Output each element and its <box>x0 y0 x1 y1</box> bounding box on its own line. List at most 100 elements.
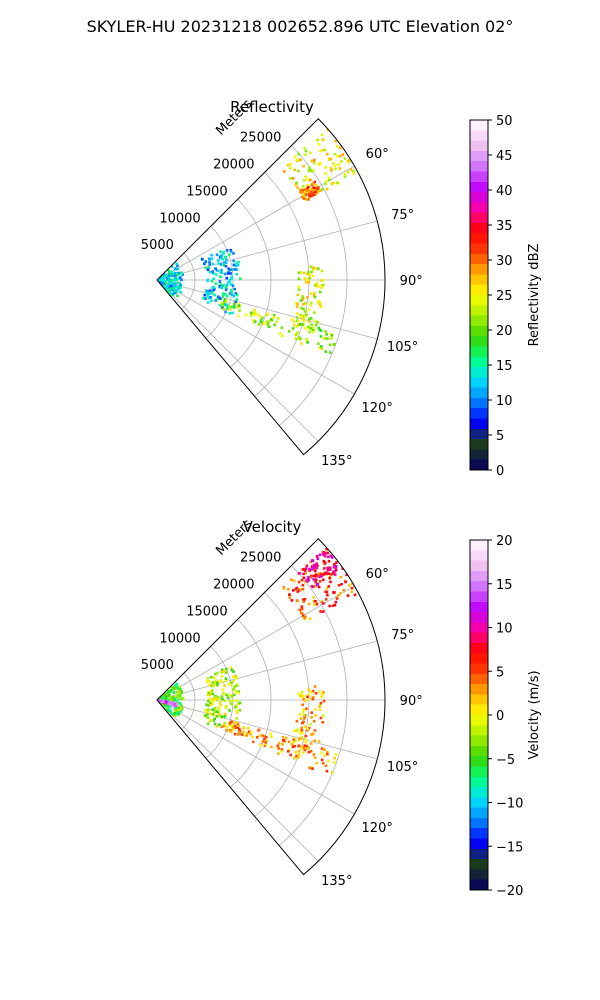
reflectivity-data-cell <box>168 276 171 280</box>
reflectivity-data-cell <box>225 258 228 261</box>
reflectivity-data-cell <box>201 257 204 261</box>
velocity-colorbar-tick-label: 10 <box>496 622 513 637</box>
reflectivity-data-cell <box>232 263 236 267</box>
reflectivity-colorbar-tick-label: 5 <box>496 429 504 444</box>
velocity-data-cell <box>301 721 304 725</box>
velocity-data-cell <box>321 610 325 613</box>
reflectivity-data-cell <box>179 276 182 279</box>
velocity-data-cell <box>171 687 175 691</box>
reflectivity-data-cell <box>235 272 238 276</box>
reflectivity-data-cell <box>250 311 253 315</box>
velocity-data-cell <box>315 583 319 587</box>
reflectivity-data-cell <box>206 268 210 272</box>
velocity-data-cell <box>264 743 268 746</box>
reflectivity-azimuth-gridline <box>156 279 378 340</box>
reflectivity-data-cell <box>266 319 270 323</box>
reflectivity-data-cell <box>289 177 292 180</box>
velocity-data-cell <box>314 563 317 567</box>
velocity-range-tick-label: 10000 <box>159 631 200 646</box>
reflectivity-data-cell <box>303 147 306 150</box>
reflectivity-data-cell <box>324 337 327 340</box>
reflectivity-data-cell <box>261 321 264 324</box>
velocity-data-cell <box>161 694 165 698</box>
velocity-data-cell <box>323 561 327 564</box>
reflectivity-data-cell <box>316 188 319 191</box>
reflectivity-data-cell <box>171 282 175 286</box>
velocity-data-cell <box>334 565 338 568</box>
reflectivity-data-cell <box>316 320 319 324</box>
reflectivity-data-cell <box>280 326 284 330</box>
velocity-data-cell <box>173 686 177 690</box>
velocity-data-cell <box>322 699 326 703</box>
velocity-data-cell <box>304 725 307 728</box>
velocity-data-cell <box>173 695 176 699</box>
velocity-data-cell <box>174 702 178 706</box>
velocity-data-cell <box>242 730 245 734</box>
reflectivity-data-cell <box>207 257 211 260</box>
reflectivity-data-cell <box>216 269 219 272</box>
velocity-data-cell <box>214 714 217 718</box>
velocity-data-cell <box>224 712 227 716</box>
velocity-azimuth-tick-label: 135° <box>321 874 352 889</box>
velocity-data-cell <box>277 752 280 755</box>
reflectivity-data-cell <box>228 307 231 310</box>
reflectivity-data-cell <box>309 178 312 182</box>
velocity-data-cell <box>215 697 218 700</box>
reflectivity-data-cell <box>305 338 308 341</box>
velocity-data-cell <box>301 568 305 571</box>
reflectivity-data-cell <box>160 275 164 278</box>
reflectivity-data-cell <box>226 307 230 310</box>
reflectivity-data-cell <box>320 347 324 351</box>
reflectivity-data-cell <box>218 297 222 300</box>
reflectivity-data-cell <box>289 162 292 166</box>
velocity-data-cell <box>215 681 219 684</box>
velocity-data-cell <box>312 574 316 578</box>
reflectivity-data-cell <box>309 151 312 155</box>
velocity-data-cell <box>319 610 322 613</box>
reflectivity-data-cell <box>204 297 207 300</box>
reflectivity-data-cell <box>230 275 234 279</box>
reflectivity-data-cell <box>310 190 313 193</box>
reflectivity-range-tick-label: 25000 <box>240 131 281 146</box>
velocity-colorbar-tick-label: 0 <box>496 709 504 724</box>
velocity-data-cell <box>312 600 316 603</box>
reflectivity-data-cell <box>348 158 351 162</box>
reflectivity-azimuth-tick-label: 120° <box>362 401 393 416</box>
velocity-data-cell <box>309 575 312 579</box>
velocity-data-cell <box>159 699 162 703</box>
reflectivity-data-cell <box>319 149 322 152</box>
velocity-data-cell <box>308 567 311 571</box>
reflectivity-data-cell <box>294 183 298 187</box>
velocity-azimuth-gridline <box>156 585 355 701</box>
reflectivity-data-cell <box>170 281 174 284</box>
velocity-data-cell <box>302 708 306 712</box>
velocity-data-cell <box>333 563 336 566</box>
velocity-data-cell <box>288 596 292 599</box>
velocity-data-cell <box>235 705 238 709</box>
velocity-azimuth-gridline <box>156 640 378 701</box>
velocity-data-cell <box>211 697 215 701</box>
velocity-data-cell <box>232 675 235 678</box>
velocity-data-cell <box>207 710 210 713</box>
reflectivity-data-cell <box>287 330 291 333</box>
reflectivity-data-cell <box>204 266 208 270</box>
velocity-data-cell <box>297 754 301 757</box>
reflectivity-data-cell <box>335 144 339 148</box>
velocity-data-cell <box>176 686 179 689</box>
velocity-data-cell <box>313 603 316 606</box>
velocity-data-cell <box>326 750 329 754</box>
reflectivity-data-cell <box>219 286 223 289</box>
velocity-data-cell <box>314 707 317 711</box>
velocity-data-cell <box>231 728 235 731</box>
velocity-data-cell <box>326 555 330 559</box>
velocity-data-cell <box>296 756 300 759</box>
velocity-data-cell <box>167 700 171 703</box>
velocity-data-cell <box>296 728 300 732</box>
velocity-data-cell <box>312 566 315 569</box>
velocity-data-cell <box>224 671 228 674</box>
reflectivity-data-cell <box>203 261 207 265</box>
velocity-data-cell <box>287 750 290 753</box>
reflectivity-data-cell <box>313 158 316 162</box>
reflectivity-data-cell <box>237 304 241 307</box>
reflectivity-data-cell <box>220 254 223 257</box>
